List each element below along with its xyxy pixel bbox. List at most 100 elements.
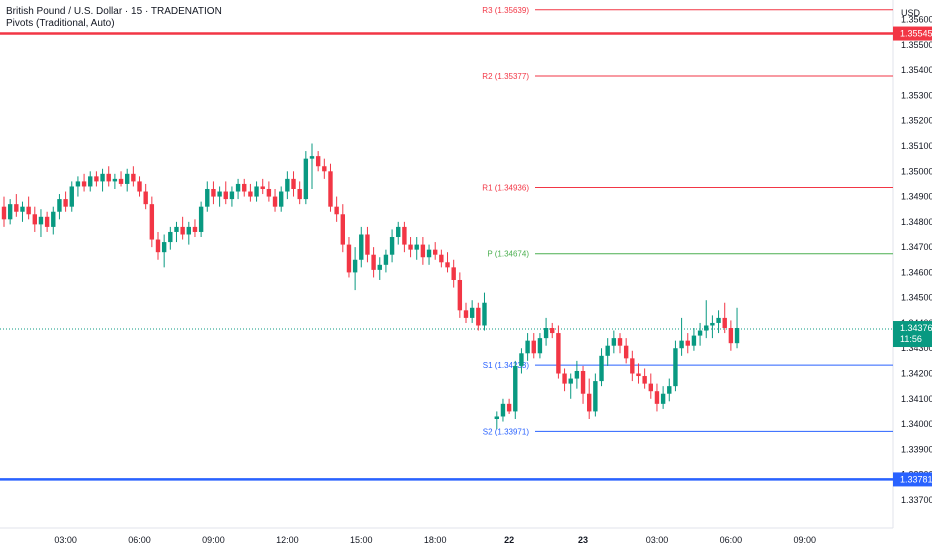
candle-body bbox=[20, 206, 25, 212]
candle-body bbox=[574, 370, 580, 379]
last-price-tag bbox=[893, 321, 932, 348]
candle-body bbox=[433, 249, 438, 255]
x-tick-label: 23 bbox=[578, 535, 588, 545]
candle-body bbox=[328, 171, 333, 207]
candle-body bbox=[531, 340, 536, 354]
candle-body bbox=[408, 244, 413, 250]
candle-body bbox=[660, 393, 666, 404]
candle-body bbox=[217, 191, 222, 197]
candle-body bbox=[593, 381, 598, 412]
candle-body bbox=[568, 378, 573, 384]
candle-body bbox=[143, 191, 148, 205]
candle-body bbox=[248, 191, 253, 197]
candle-body bbox=[100, 173, 105, 182]
candle-body bbox=[63, 199, 68, 207]
price-line-tag-label: 1.33781 bbox=[900, 474, 932, 484]
candle-body bbox=[260, 186, 265, 189]
candle-body bbox=[279, 191, 284, 207]
candle-body bbox=[303, 158, 309, 200]
candle-body bbox=[525, 340, 530, 354]
candle-body bbox=[254, 186, 259, 197]
candle-body bbox=[242, 183, 247, 192]
candle-body bbox=[611, 338, 617, 346]
candle-body bbox=[494, 416, 499, 420]
candle-body bbox=[186, 226, 191, 235]
candle-body bbox=[371, 254, 376, 270]
pivot-label-s2: S2 (1.33971) bbox=[483, 427, 530, 436]
candle-body bbox=[88, 176, 93, 187]
price-line-tag-label: 1.35545 bbox=[900, 29, 932, 39]
candle-body bbox=[420, 244, 426, 258]
y-tick-label: 1.34600 bbox=[901, 267, 932, 277]
candle-body bbox=[543, 328, 549, 339]
last-price-label: 1.34376 bbox=[900, 323, 932, 333]
candle-body bbox=[38, 216, 44, 225]
candle-body bbox=[617, 338, 623, 346]
pivot-label-r2: R2 (1.35377) bbox=[482, 72, 529, 81]
x-tick-label: 03:00 bbox=[54, 535, 77, 545]
candle-body bbox=[174, 226, 179, 232]
candle-body bbox=[722, 317, 727, 329]
candle-body bbox=[482, 302, 487, 326]
candle-body bbox=[457, 279, 463, 311]
candle-body bbox=[580, 370, 586, 394]
candle-body bbox=[352, 259, 358, 273]
candle-body bbox=[519, 353, 524, 366]
candle-body bbox=[439, 254, 444, 263]
candle-body bbox=[155, 239, 161, 253]
candle-body bbox=[94, 176, 99, 182]
y-tick-label: 1.34700 bbox=[901, 242, 932, 252]
y-tick-label: 1.34500 bbox=[901, 293, 932, 303]
candle-body bbox=[1, 206, 7, 220]
x-tick-label: 03:00 bbox=[646, 535, 669, 545]
y-tick-label: 1.35000 bbox=[901, 166, 932, 176]
candle-body bbox=[667, 386, 672, 394]
candle-body bbox=[340, 214, 345, 245]
candle-body bbox=[550, 328, 555, 334]
candle-body bbox=[205, 188, 210, 207]
candle-body bbox=[500, 403, 506, 417]
x-tick-label: 09:00 bbox=[794, 535, 817, 545]
y-tick-label: 1.35200 bbox=[901, 116, 932, 126]
candle-body bbox=[469, 307, 475, 318]
y-tick-label: 1.35300 bbox=[901, 90, 932, 100]
candle-body bbox=[710, 322, 715, 326]
candle-body bbox=[451, 267, 456, 280]
candle-body bbox=[648, 383, 653, 392]
candle-body bbox=[112, 178, 118, 182]
chart-title[interactable]: British Pound / U.S. Dollar · 15 · TRADE… bbox=[6, 6, 222, 17]
candle-body bbox=[137, 181, 142, 192]
y-tick-label: 1.34000 bbox=[901, 419, 932, 429]
candle-body bbox=[315, 156, 321, 167]
candle-body bbox=[229, 191, 235, 200]
candle-body bbox=[463, 310, 469, 318]
y-tick-label: 1.35600 bbox=[901, 15, 932, 25]
candle-body bbox=[161, 242, 167, 253]
candle-body bbox=[642, 376, 647, 384]
x-tick-label: 22 bbox=[504, 535, 514, 545]
candle-body bbox=[26, 206, 31, 215]
y-tick-label: 1.35500 bbox=[901, 40, 932, 50]
candle-body bbox=[562, 373, 567, 384]
candle-body bbox=[32, 214, 37, 225]
candle-body bbox=[297, 188, 302, 200]
candle-body bbox=[716, 317, 721, 323]
candle-body bbox=[125, 173, 130, 184]
y-tick-label: 1.34100 bbox=[901, 394, 932, 404]
candle-body bbox=[106, 173, 111, 182]
candle-body bbox=[605, 345, 610, 356]
candle-body bbox=[180, 226, 185, 235]
bar-countdown: 11:56 bbox=[900, 334, 922, 344]
pivot-label-r3: R3 (1.35639) bbox=[482, 6, 529, 15]
indicator-label[interactable]: Pivots (Traditional, Auto) bbox=[6, 18, 115, 29]
candle-body bbox=[537, 338, 543, 354]
candle-body bbox=[322, 166, 327, 172]
candle-body bbox=[599, 355, 604, 382]
candle-body bbox=[630, 358, 635, 374]
candle-body bbox=[291, 178, 296, 189]
candle-body bbox=[476, 307, 481, 326]
x-tick-label: 15:00 bbox=[350, 535, 373, 545]
x-tick-label: 12:00 bbox=[276, 535, 299, 545]
y-tick-label: 1.33700 bbox=[901, 495, 932, 505]
